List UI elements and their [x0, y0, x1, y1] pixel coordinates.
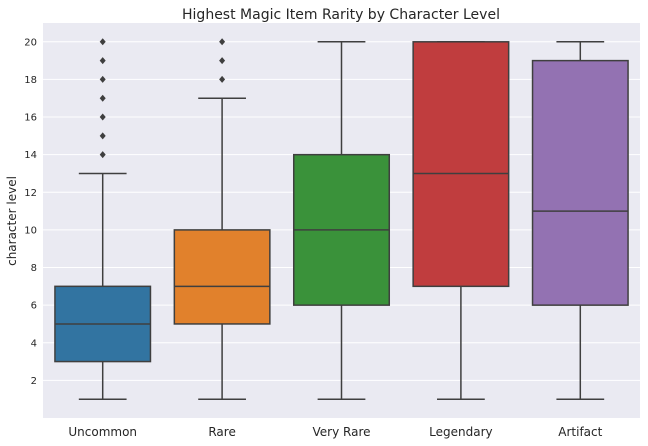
x-tick-label: Legendary [429, 425, 492, 439]
box-legendary [412, 41, 510, 400]
y-axis-label: character level [5, 176, 19, 266]
x-tick-labels: Uncommon Rare Very Rare Legendary Artifact [68, 425, 602, 439]
y-tick-label: 4 [31, 338, 37, 349]
outlier-point [99, 94, 106, 102]
box-very-rare [292, 41, 391, 400]
outlier-point [219, 38, 226, 46]
outlier-point [219, 57, 226, 65]
outlier-point [99, 151, 106, 159]
box-uncommon [54, 38, 152, 400]
y-tick-label: 6 [31, 301, 37, 312]
x-tick-label: Rare [208, 425, 235, 439]
y-tick-label: 20 [24, 37, 37, 48]
y-tick-label: 16 [24, 113, 37, 124]
box-rare [173, 38, 271, 400]
y-tick-label: 8 [31, 263, 37, 274]
y-tick-label: 12 [24, 188, 37, 199]
outlier-point [219, 75, 226, 83]
y-tick-label: 2 [31, 376, 37, 387]
box-body [173, 229, 271, 325]
outlier-point [99, 113, 106, 121]
box-body [531, 59, 629, 306]
box-series [54, 38, 629, 400]
box-body [412, 41, 510, 288]
x-tick-label: Artifact [558, 425, 602, 439]
outlier-point [99, 75, 106, 83]
y-tick-label: 18 [24, 75, 37, 86]
outlier-point [99, 38, 106, 46]
x-tick-label: Uncommon [68, 425, 137, 439]
y-tick-label: 14 [24, 150, 37, 161]
outlier-point [99, 57, 106, 65]
box-artifact [531, 41, 629, 400]
y-tick-label: 10 [24, 225, 37, 236]
y-tick-labels: 2 4 6 8 10 12 14 16 18 20 [24, 37, 37, 387]
chart-title: Highest Magic Item Rarity by Character L… [182, 7, 500, 23]
outlier-point [99, 132, 106, 140]
x-tick-label: Very Rare [313, 425, 371, 439]
